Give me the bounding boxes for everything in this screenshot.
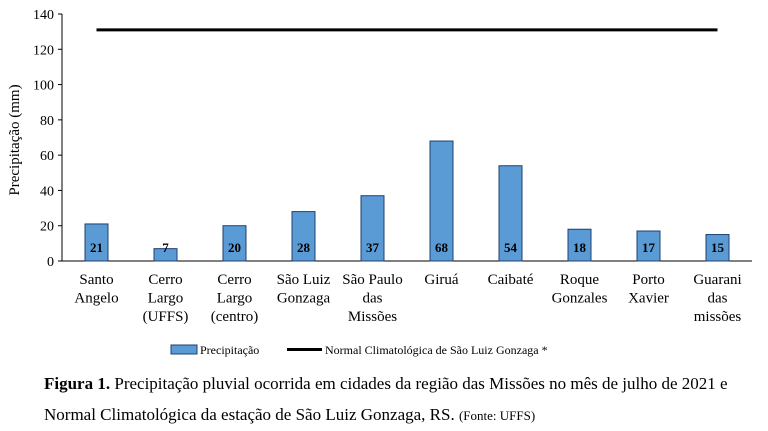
bar	[429, 140, 454, 262]
data-label: 21	[90, 240, 103, 255]
data-label: 37	[366, 240, 380, 255]
x-tick-label: Roque Gonzales	[552, 272, 608, 307]
bar	[360, 195, 385, 262]
legend-label-normal: Normal Climatológica de São Luiz Gonzaga…	[325, 343, 548, 357]
y-tick-label: 0	[47, 255, 54, 270]
y-tick-label: 120	[33, 43, 54, 58]
legend: Precipitação Normal Climatológica de São …	[170, 343, 548, 357]
x-tick-label: Porto Xavier	[628, 272, 669, 307]
y-tick-label: 40	[40, 184, 54, 199]
legend-label-precipitacao: Precipitação	[200, 343, 259, 357]
x-tick-label: São Luiz Gonzaga	[277, 272, 331, 307]
x-tick-label: Caibaté	[488, 272, 534, 288]
data-label: 18	[573, 240, 587, 255]
bars: 21 7 20 28 37 68 54 18 17 15	[84, 140, 730, 262]
figure-caption: Figura 1. Precipitação pluvial ocorrida …	[44, 368, 764, 431]
x-tick-label: Guarani das missões	[693, 272, 741, 325]
bar	[291, 211, 316, 262]
y-tick-label: 80	[40, 114, 54, 129]
caption-source: (Fonte: UFFS)	[458, 408, 536, 423]
y-tick-label: 100	[33, 79, 54, 94]
data-label: 20	[228, 240, 241, 255]
y-axis-label: Precipitação (mm)	[7, 84, 23, 195]
data-label: 15	[711, 240, 725, 255]
y-tick-label: 60	[40, 149, 54, 164]
bar	[84, 223, 109, 262]
legend-swatch-precipitacao	[170, 344, 198, 355]
chart: 0 20 40 60 80 100 120 140 21 7 20 28 37 68 54 18 17 15 S…	[7, 8, 752, 357]
x-tick-label: Santo Angelo	[74, 272, 118, 307]
bar	[705, 234, 730, 262]
bar	[222, 225, 247, 262]
data-label: 54	[504, 240, 518, 255]
x-tick-label: Cerro Largo (UFFS)	[143, 272, 189, 325]
caption-text: Precipitação pluvial ocorrida em cidades…	[44, 374, 728, 424]
x-tick-label: Cerro Largo (centro)	[211, 272, 258, 325]
x-tick-label: Giruá	[424, 272, 458, 288]
data-label: 68	[435, 240, 449, 255]
y-tick-label: 20	[40, 220, 54, 235]
bar	[498, 165, 523, 262]
x-tick-label: São Paulo das Missões	[342, 272, 402, 325]
data-label: 17	[642, 240, 656, 255]
x-axis-labels: Santo Angelo Cerro Largo (UFFS) Cerro Largo (ce…	[74, 272, 741, 325]
bar	[636, 230, 661, 262]
y-tick-label: 140	[33, 8, 54, 23]
data-label: 7	[162, 240, 169, 255]
data-label: 28	[297, 240, 311, 255]
bar	[153, 248, 178, 262]
figure-label: Figura 1.	[44, 374, 111, 393]
bar	[567, 228, 592, 262]
